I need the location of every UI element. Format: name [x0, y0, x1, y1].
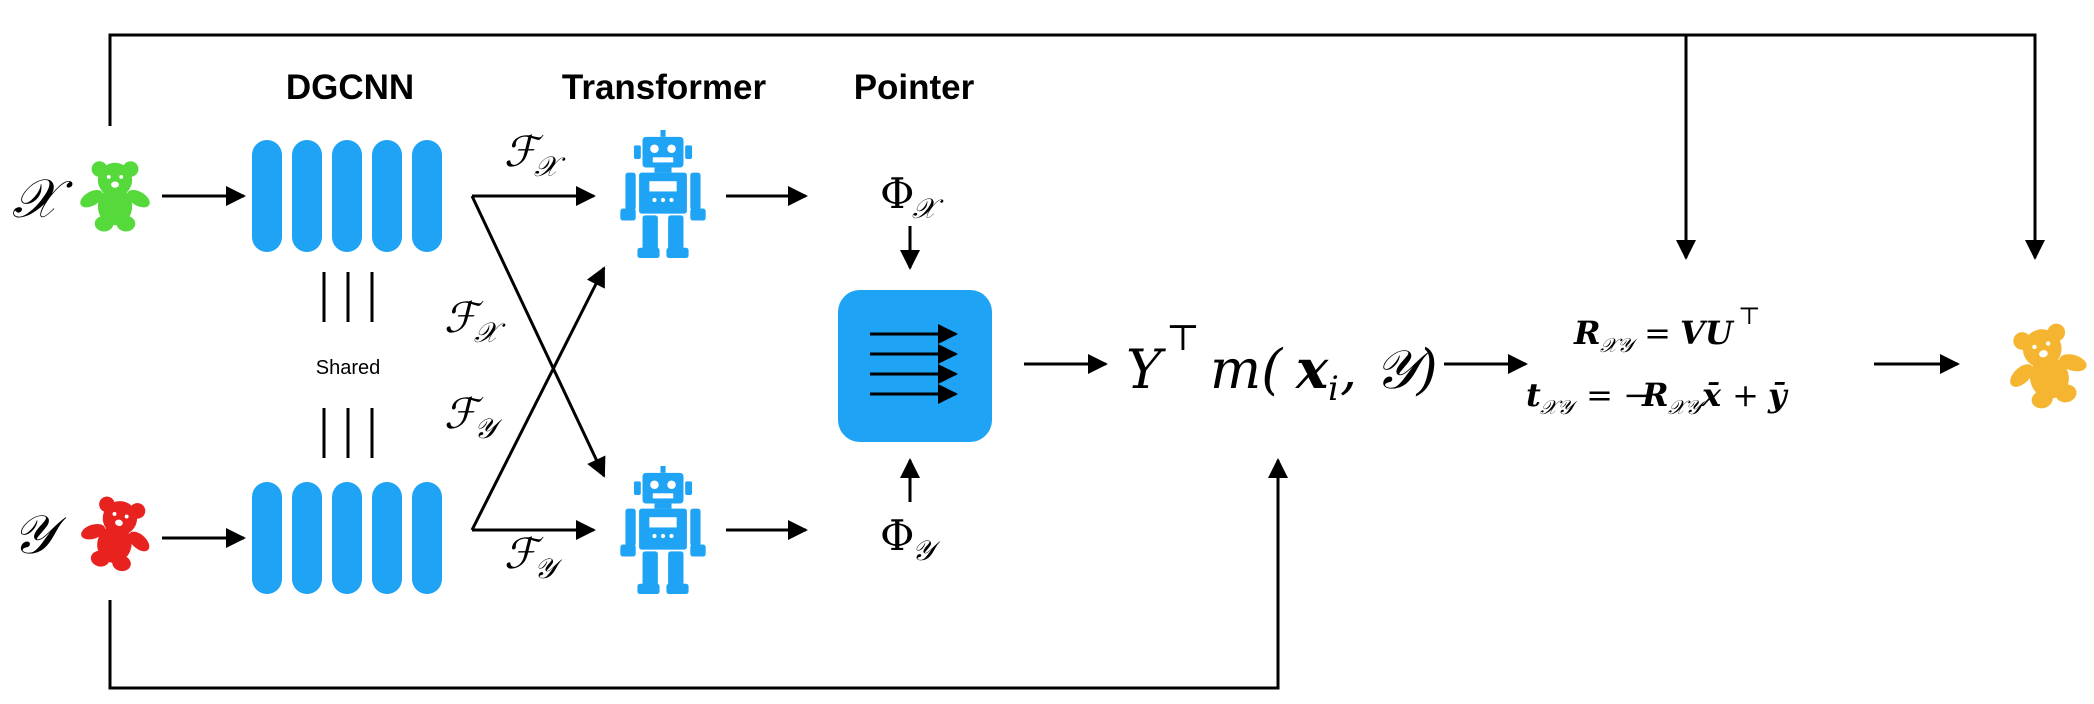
feature-routing-arrows [470, 186, 606, 540]
svg-text:= −: = − [1576, 376, 1650, 414]
feature-label-fy-bottom: ℱ 𝒴 [504, 529, 563, 585]
transformer-output-arrows [726, 186, 808, 540]
feature-label-fx-cross: ℱ 𝒳 [444, 293, 506, 349]
svg-text:ȳ: ȳ [1767, 376, 1789, 414]
svg-text:Y: Y [1126, 338, 1166, 401]
svg-text:i: i [1328, 369, 1339, 409]
top-skip-connection [108, 33, 2045, 260]
svg-text:𝒴: 𝒴 [534, 552, 563, 585]
robot-top-icon [620, 130, 706, 258]
dgcnn-top-block [252, 140, 442, 252]
transformer-header: Transformer [562, 68, 767, 107]
input-x-symbol: 𝒳 [12, 167, 73, 230]
phi-x-label: Φ 𝒳 [880, 169, 944, 225]
phi-y-label: Φ 𝒴 [880, 511, 941, 567]
shared-label: Shared [316, 357, 381, 379]
arrows-block-icon [870, 324, 958, 404]
dgcnn-bottom-block [252, 482, 442, 594]
shared-weights-marker [322, 272, 374, 458]
svg-text:𝒴: 𝒴 [474, 412, 503, 445]
teddy-bear-green-icon [77, 161, 153, 232]
svg-text:VU: VU [1680, 314, 1735, 352]
feature-label-fx-top: ℱ 𝒳 [504, 127, 566, 183]
svg-text:𝒳𝒴: 𝒳𝒴 [1600, 333, 1638, 357]
svg-text:𝒳𝒴: 𝒳𝒴 [1668, 395, 1706, 419]
svg-text:𝒳: 𝒳 [912, 192, 944, 225]
svd-rotation-formula: R 𝒳𝒴 = VU ⊤ [1573, 302, 1761, 357]
svg-text:=: = [1634, 314, 1681, 352]
svg-text:Φ: Φ [880, 511, 914, 560]
svg-text:x̄: x̄ [1701, 376, 1722, 414]
soft-pointer-formula: Y ⊤ m( x i , 𝒴) [1126, 318, 1438, 409]
feature-label-fy-cross: ℱ 𝒴 [444, 389, 503, 445]
svg-text:𝒳: 𝒳 [474, 316, 506, 349]
svg-text:R: R [1573, 314, 1601, 352]
svg-text:t: t [1526, 376, 1541, 414]
robot-bottom-icon [620, 466, 706, 594]
pointer-header: Pointer [854, 68, 975, 107]
input-y-symbol: 𝒴 [12, 503, 67, 566]
svd-translation-formula: t 𝒳𝒴 = − R 𝒳𝒴 x̄ + ȳ [1526, 376, 1789, 419]
svg-text:Φ: Φ [880, 169, 914, 218]
svg-text:𝒳: 𝒳 [534, 150, 566, 183]
bottom-skip-connection [108, 458, 1288, 690]
teddy-bear-red-icon [72, 492, 161, 577]
svg-text:⊤: ⊤ [1738, 302, 1761, 330]
svg-text:𝒳𝒴: 𝒳𝒴 [1540, 395, 1578, 419]
svg-text:⊤: ⊤ [1166, 318, 1200, 359]
svg-text:R: R [1641, 376, 1669, 414]
dgcnn-header: DGCNN [286, 68, 414, 107]
svg-text:m(: m( [1210, 338, 1284, 401]
svg-text:𝒴: 𝒴 [912, 534, 941, 567]
teddy-bear-orange-icon [1995, 317, 2094, 416]
svg-text:, 𝒴): , 𝒴) [1340, 338, 1438, 401]
svg-text:+: + [1722, 376, 1769, 414]
svg-text:x: x [1295, 337, 1329, 401]
pointer-block [838, 290, 992, 442]
input-arrows [162, 186, 246, 548]
